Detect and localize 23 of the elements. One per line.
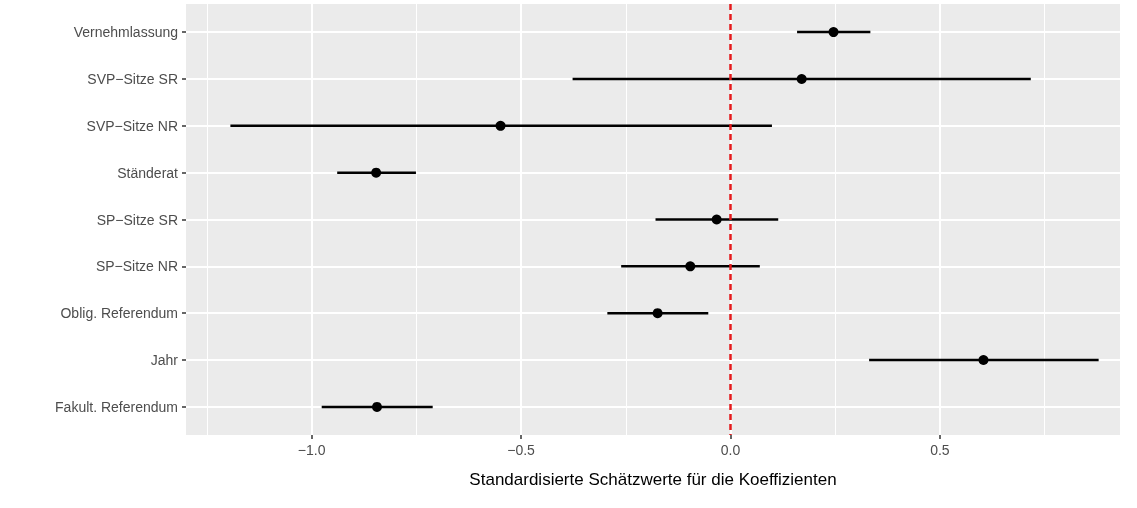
y-tick-label: SP−Sitze SR bbox=[96, 211, 178, 228]
y-tick-label: SVP−Sitze SR bbox=[87, 70, 178, 87]
y-tick-label: SVP−Sitze NR bbox=[86, 117, 178, 134]
y-tick-label: Fakult. Referendum bbox=[55, 398, 178, 415]
x-tick-label: 0.5 bbox=[930, 442, 950, 458]
y-tick-label: Ständerat bbox=[117, 164, 179, 181]
x-tick-label: −0.5 bbox=[507, 442, 536, 458]
x-tick-label: 0.0 bbox=[720, 442, 741, 458]
x-axis-title: Standardisierte Schätzwerte für die Koeffizienten bbox=[469, 470, 837, 489]
point bbox=[796, 73, 807, 84]
point bbox=[371, 167, 382, 178]
y-tick-label: Jahr bbox=[150, 352, 179, 369]
point bbox=[828, 27, 839, 38]
point bbox=[711, 214, 722, 225]
point bbox=[495, 120, 506, 131]
y-tick-label: Oblig. Referendum bbox=[60, 305, 178, 322]
x-tick-label: −1.0 bbox=[297, 442, 326, 458]
y-tick-label: SP−Sitze NR bbox=[95, 258, 178, 275]
point bbox=[978, 355, 989, 366]
point bbox=[685, 261, 696, 272]
y-tick-label: Vernehmlassung bbox=[73, 24, 178, 41]
point bbox=[372, 401, 382, 412]
point bbox=[652, 308, 663, 319]
